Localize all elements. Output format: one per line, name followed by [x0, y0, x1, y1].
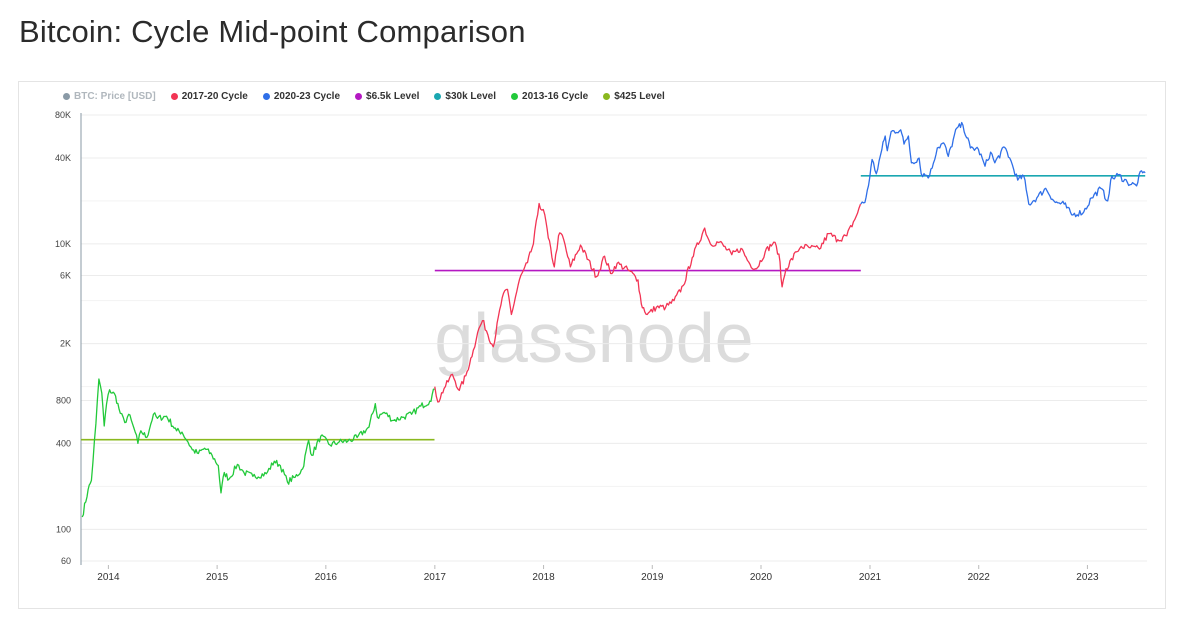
legend-label: $6.5k Level: [366, 91, 420, 102]
legend-item-2013-16-cycle[interactable]: 2013-16 Cycle: [511, 91, 588, 102]
y-tick-label: 800: [56, 395, 71, 405]
y-tick-label: 40K: [55, 153, 71, 163]
legend-label: 2017-20 Cycle: [181, 91, 248, 102]
y-tick-label: 400: [56, 438, 71, 448]
x-tick-label: 2018: [532, 572, 555, 583]
chart-legend: BTC: Price [USD] 2017-20 Cycle 2020-23 C…: [63, 91, 665, 102]
legend-item-2017-20-cycle[interactable]: 2017-20 Cycle: [170, 91, 248, 102]
x-tick-label: 2016: [315, 572, 338, 583]
x-tick-label: 2017: [424, 572, 447, 583]
x-tick-label: 2019: [641, 572, 664, 583]
legend-dot-icon: [511, 93, 519, 100]
legend-item-btc-price[interactable]: BTC: Price [USD]: [63, 91, 156, 102]
legend-dot-icon: [603, 93, 611, 100]
legend-label: 2020-23 Cycle: [273, 91, 341, 102]
y-tick-label: 60: [61, 556, 71, 566]
legend-item-30k-level[interactable]: $30k Level: [434, 91, 496, 102]
y-tick-label: 100: [56, 524, 71, 534]
x-tick-label: 2021: [859, 572, 882, 583]
y-axis-ticks: 60 100 400 800 2K 6K 10K 40K 80K: [55, 110, 71, 566]
legend-item-6-5k-level[interactable]: $6.5k Level: [355, 91, 419, 102]
y-tick-label: 6K: [60, 271, 71, 281]
legend-label: BTC: Price [USD]: [74, 91, 156, 102]
page-title: Bitcoin: Cycle Mid-point Comparison: [19, 14, 526, 49]
legend-dot-icon: [63, 93, 70, 100]
y-tick-label: 2K: [60, 339, 71, 349]
x-tick-label: 2023: [1076, 572, 1099, 583]
series-line-2013-16-cycle: [81, 378, 435, 518]
legend-label: 2013-16 Cycle: [522, 91, 589, 102]
series-line-2020-23-cycle: [860, 121, 1146, 218]
legend-label: $425 Level: [614, 91, 665, 102]
y-tick-label: 80K: [55, 110, 71, 120]
x-tick-label: 2022: [968, 572, 991, 583]
chart-card: BTC: Price [USD] 2017-20 Cycle 2020-23 C…: [18, 81, 1166, 609]
legend-label: $30k Level: [445, 91, 497, 102]
x-tick-label: 2014: [97, 572, 120, 583]
x-axis-ticks: 2014 2015 2016 2017 2018 2019 2020 2021 2022 2023: [97, 565, 1099, 583]
legend-dot-icon: [262, 93, 270, 100]
x-tick-label: 2020: [750, 572, 773, 583]
legend-item-425-level[interactable]: $425 Level: [603, 91, 665, 102]
series-lines: [81, 121, 1146, 518]
legend-dot-icon: [434, 93, 442, 100]
y-tick-label: 10K: [55, 239, 71, 249]
legend-item-2020-23-cycle[interactable]: 2020-23 Cycle: [262, 91, 341, 102]
x-tick-label: 2015: [206, 572, 229, 583]
legend-dot-icon: [170, 93, 178, 100]
grid-lines: [81, 114, 1147, 562]
series-line-2017-20-cycle: [434, 202, 862, 403]
legend-dot-icon: [355, 93, 363, 100]
watermark-logo: glassnode: [434, 299, 753, 377]
